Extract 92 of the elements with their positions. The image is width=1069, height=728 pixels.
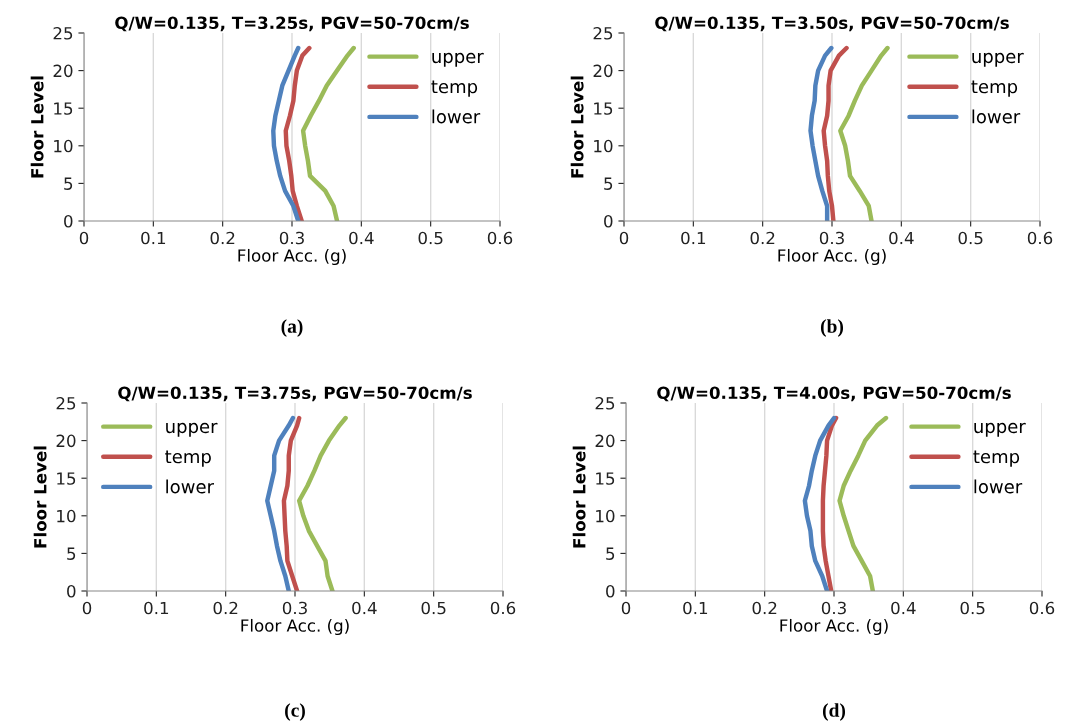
line-series [838, 45, 890, 221]
y-tick-label: 0 [67, 584, 76, 598]
x-tick-label: 0 [621, 601, 631, 615]
y-tick-label: 5 [604, 177, 613, 190]
x-tick-label: 0.2 [213, 601, 238, 615]
x-tick-label: 0.5 [958, 231, 983, 245]
x-tick-label: 0.1 [681, 231, 706, 245]
x-tick-label: 0.3 [819, 231, 844, 245]
x-tick-label: 0.3 [282, 601, 307, 615]
y-tick-label: 20 [53, 64, 73, 78]
chart-title: Q/W=0.135, T=3.50s, PGV=50-70cm/s [655, 16, 1009, 32]
x-axis-title: Floor Acc. (g) [780, 618, 888, 636]
y-tick-label: 10 [57, 509, 76, 523]
y-tick-label: 15 [596, 472, 615, 485]
legend-label: temp [973, 450, 1020, 467]
y-tick-label: 5 [67, 547, 76, 560]
x-tick-label: 0 [79, 231, 89, 245]
line-series [802, 415, 837, 591]
y-tick-label: 10 [54, 139, 73, 153]
y-tick-label: 15 [54, 102, 73, 115]
line-series [271, 45, 301, 221]
line-series [300, 45, 356, 221]
x-tick-label: 0.6 [487, 231, 513, 245]
line-series [820, 415, 839, 591]
text: (a) [281, 319, 303, 337]
y-axis-title: Floor Level [570, 76, 584, 178]
y-tick-label: 0 [606, 584, 615, 598]
x-tick-label: 0.4 [352, 601, 377, 615]
legend-label: upper [972, 52, 1024, 67]
x-axis-title: Floor Acc. (g) [241, 618, 349, 636]
y-tick-label: 20 [56, 434, 76, 448]
y-tick-label: 5 [64, 177, 73, 190]
x-tick-label: 0.6 [490, 601, 516, 615]
y-tick-label: 5 [606, 547, 615, 560]
x-tick-label: 0.5 [421, 601, 446, 615]
x-tick-label: 0.1 [144, 601, 169, 615]
y-axis-title: Floor Level [572, 446, 586, 548]
line-series [808, 45, 834, 221]
legend-label: lower [974, 479, 1023, 494]
y-tick-label: 10 [594, 139, 613, 153]
y-tick-label: 25 [56, 396, 76, 410]
legend-label: upper [432, 52, 484, 67]
y-tick-label: 0 [604, 214, 613, 228]
legend-label: upper [974, 422, 1026, 437]
legend-label: upper [166, 422, 218, 437]
y-tick-label: 10 [596, 509, 615, 523]
legend-label: temp [971, 80, 1018, 97]
x-tick-label: 0.6 [1027, 231, 1053, 245]
legend-label: temp [431, 80, 478, 97]
y-axis-title: Floor Level [33, 446, 47, 548]
x-tick-label: 0.4 [349, 231, 374, 245]
chart-title: Q/W=0.135, T=3.25s, PGV=50-70cm/s [115, 16, 469, 32]
legend-label: lower [972, 109, 1021, 124]
x-tick-label: 0.3 [821, 601, 846, 615]
x-tick-label: 0.2 [752, 601, 777, 615]
chart-title: Q/W=0.135, T=4.00s, PGV=50-70cm/s [657, 386, 1011, 402]
x-tick-label: 0.5 [960, 601, 985, 615]
x-tick-label: 0.6 [1029, 601, 1055, 615]
legend-label: lower [166, 479, 214, 494]
y-tick-label: 25 [53, 26, 73, 40]
line-series [821, 45, 849, 221]
y-tick-label: 25 [595, 396, 615, 410]
y-axis-title: Floor Level [30, 76, 44, 178]
y-tick-label: 20 [593, 64, 613, 78]
y-tick-label: 20 [595, 434, 615, 448]
x-axis-title: Floor Acc. (g) [238, 248, 346, 266]
line-series [296, 415, 348, 591]
chart-title: Q/W=0.135, T=3.75s, PGV=50-70cm/s [118, 386, 472, 402]
line-series [837, 415, 889, 591]
x-tick-label: 0 [82, 601, 92, 615]
x-tick-label: 0.4 [889, 231, 914, 245]
x-tick-label: 0.2 [750, 231, 775, 245]
line-series [265, 415, 296, 591]
y-tick-label: 15 [594, 102, 613, 115]
x-tick-label: 0.2 [210, 231, 235, 245]
x-axis-title: Floor Acc. (g) [778, 248, 886, 266]
line-series [281, 415, 302, 591]
legend-label: lower [432, 109, 481, 124]
y-tick-label: 15 [57, 472, 76, 485]
text: (c) [285, 703, 305, 721]
x-tick-label: 0.3 [279, 231, 304, 245]
x-tick-label: 0.1 [683, 601, 708, 615]
line-series [283, 45, 312, 221]
text: (b) [820, 319, 844, 337]
x-tick-label: 0.4 [891, 601, 916, 615]
x-tick-label: 0 [619, 231, 629, 245]
text: (d) [822, 703, 846, 721]
legend-label: temp [165, 450, 211, 467]
y-tick-label: 0 [64, 214, 73, 228]
x-tick-label: 0.1 [141, 231, 166, 245]
x-tick-label: 0.5 [418, 231, 443, 245]
y-tick-label: 25 [593, 26, 613, 40]
